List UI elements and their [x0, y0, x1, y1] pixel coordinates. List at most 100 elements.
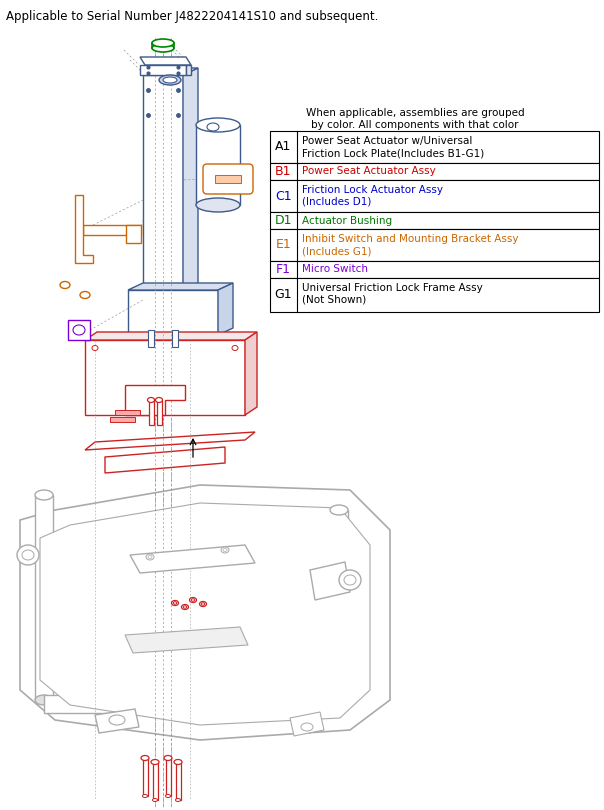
Text: C1: C1 — [275, 190, 292, 202]
Bar — [270, 261, 599, 278]
Ellipse shape — [196, 198, 240, 212]
Text: G1: G1 — [275, 288, 292, 301]
Polygon shape — [125, 385, 185, 415]
Text: Micro Switch: Micro Switch — [302, 265, 368, 275]
Polygon shape — [140, 57, 191, 65]
Ellipse shape — [60, 282, 70, 288]
Ellipse shape — [183, 606, 187, 608]
Ellipse shape — [80, 292, 90, 299]
Ellipse shape — [92, 346, 98, 351]
Polygon shape — [176, 762, 181, 800]
Ellipse shape — [143, 795, 147, 798]
Polygon shape — [115, 410, 140, 415]
Bar — [270, 131, 599, 163]
Ellipse shape — [164, 756, 172, 761]
Polygon shape — [143, 75, 183, 290]
Polygon shape — [44, 695, 339, 713]
Ellipse shape — [151, 760, 159, 765]
Ellipse shape — [147, 398, 155, 403]
Polygon shape — [165, 758, 170, 796]
Bar — [270, 278, 599, 312]
Ellipse shape — [159, 75, 181, 85]
Ellipse shape — [223, 548, 227, 552]
Text: (Includes G1): (Includes G1) — [302, 246, 371, 256]
Polygon shape — [85, 340, 245, 415]
FancyBboxPatch shape — [203, 164, 253, 194]
Ellipse shape — [148, 556, 152, 559]
Text: B1: B1 — [275, 165, 292, 178]
Polygon shape — [290, 712, 324, 736]
Ellipse shape — [109, 715, 125, 725]
Polygon shape — [186, 65, 191, 75]
Polygon shape — [128, 290, 218, 335]
Polygon shape — [215, 175, 241, 183]
Ellipse shape — [339, 570, 361, 590]
Ellipse shape — [152, 799, 158, 802]
Polygon shape — [310, 562, 350, 600]
Polygon shape — [149, 400, 153, 425]
Polygon shape — [156, 400, 161, 425]
Text: Friction Lock Actuator Assy: Friction Lock Actuator Assy — [302, 185, 443, 195]
Polygon shape — [95, 709, 139, 733]
Polygon shape — [218, 283, 233, 335]
Text: When applicable, assemblies are grouped
by color. All components with that color: When applicable, assemblies are grouped … — [306, 108, 524, 141]
Polygon shape — [183, 68, 198, 290]
Text: Friction Lock Plate(Includes B1-G1): Friction Lock Plate(Includes B1-G1) — [302, 148, 484, 158]
Polygon shape — [128, 283, 233, 290]
Ellipse shape — [152, 39, 174, 47]
Text: A1: A1 — [275, 140, 292, 154]
Ellipse shape — [301, 723, 313, 731]
Polygon shape — [245, 332, 257, 415]
Ellipse shape — [35, 695, 53, 705]
Polygon shape — [55, 645, 355, 670]
Polygon shape — [143, 68, 198, 75]
Text: Actuator Bushing: Actuator Bushing — [302, 215, 392, 225]
Polygon shape — [148, 330, 154, 347]
Polygon shape — [110, 417, 135, 422]
Ellipse shape — [190, 598, 196, 603]
Ellipse shape — [176, 799, 181, 802]
Bar — [270, 180, 599, 212]
Polygon shape — [68, 320, 90, 340]
Ellipse shape — [155, 398, 162, 403]
Polygon shape — [143, 758, 147, 796]
Polygon shape — [125, 627, 248, 653]
Polygon shape — [20, 485, 390, 740]
Text: Power Seat Actuator Assy: Power Seat Actuator Assy — [302, 167, 435, 177]
Ellipse shape — [73, 325, 85, 335]
Polygon shape — [196, 125, 240, 205]
Ellipse shape — [201, 603, 205, 605]
Ellipse shape — [181, 604, 188, 609]
Text: (Includes D1): (Includes D1) — [302, 197, 371, 207]
Ellipse shape — [344, 575, 356, 585]
Text: Power Seat Actuator w/Universal: Power Seat Actuator w/Universal — [302, 136, 472, 146]
Text: (Not Shown): (Not Shown) — [302, 295, 366, 305]
Ellipse shape — [141, 756, 149, 761]
Ellipse shape — [172, 600, 179, 606]
Text: Universal Friction Lock Frame Assy: Universal Friction Lock Frame Assy — [302, 283, 483, 293]
Ellipse shape — [191, 599, 194, 601]
Polygon shape — [330, 510, 348, 700]
Polygon shape — [126, 225, 141, 243]
Ellipse shape — [196, 118, 240, 132]
Polygon shape — [140, 65, 186, 75]
Polygon shape — [105, 447, 225, 473]
Ellipse shape — [207, 123, 219, 131]
Ellipse shape — [232, 346, 238, 351]
Bar — [270, 163, 599, 180]
Ellipse shape — [22, 550, 34, 560]
Ellipse shape — [199, 602, 207, 607]
Polygon shape — [172, 330, 178, 347]
Ellipse shape — [330, 505, 348, 515]
Bar — [270, 229, 599, 261]
Polygon shape — [35, 495, 53, 700]
Ellipse shape — [165, 795, 170, 798]
Polygon shape — [83, 225, 141, 235]
Ellipse shape — [35, 490, 53, 500]
Ellipse shape — [221, 547, 229, 553]
Polygon shape — [85, 432, 255, 450]
Polygon shape — [85, 332, 257, 340]
Text: F1: F1 — [276, 263, 291, 276]
Ellipse shape — [163, 77, 177, 83]
Ellipse shape — [330, 695, 348, 705]
